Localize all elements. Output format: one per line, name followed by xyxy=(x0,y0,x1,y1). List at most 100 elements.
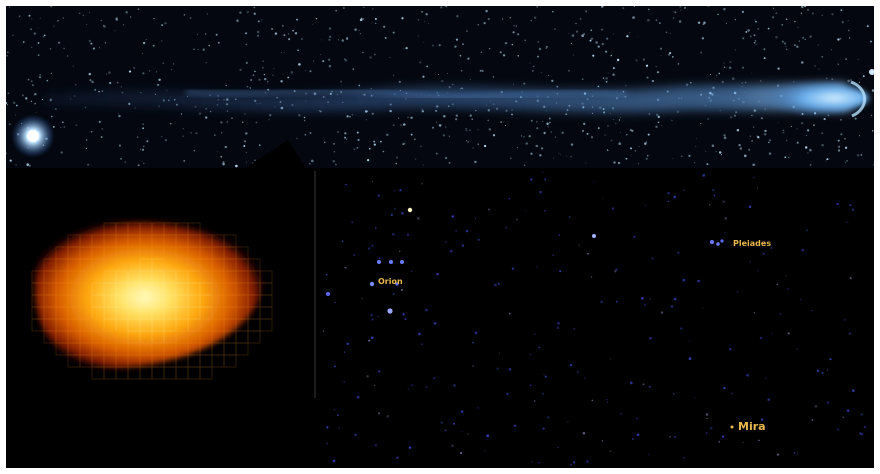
mosaic-cell xyxy=(55,318,69,332)
star-dot xyxy=(536,55,540,58)
star-dot xyxy=(615,268,618,271)
star-dot xyxy=(419,61,422,64)
star-dot xyxy=(846,160,848,162)
star-dot xyxy=(530,20,532,22)
star-dot xyxy=(426,65,429,68)
star-dot xyxy=(403,142,406,145)
star-dot xyxy=(591,399,594,402)
star-dot xyxy=(486,434,490,438)
star-dot xyxy=(398,250,401,253)
star-dot xyxy=(767,27,770,30)
star-dot xyxy=(673,297,677,301)
star-dot xyxy=(417,35,419,37)
star-dot xyxy=(309,132,312,134)
star-dot xyxy=(193,150,195,152)
star-dot xyxy=(103,25,105,27)
star-dot xyxy=(619,132,621,133)
star-dot xyxy=(731,392,733,394)
star-dot xyxy=(63,126,66,128)
star-dot xyxy=(551,79,554,83)
mosaic-cell xyxy=(199,270,213,284)
mosaic-cell xyxy=(247,318,261,332)
star-dot xyxy=(354,28,357,31)
star-dot xyxy=(567,421,569,423)
star-dot xyxy=(455,114,458,117)
star-dot xyxy=(27,78,30,81)
star-dot xyxy=(254,159,256,161)
star-dot xyxy=(263,73,266,76)
star-dot xyxy=(422,75,425,78)
star-dot xyxy=(31,18,33,20)
star-dot xyxy=(483,144,487,148)
star-dot xyxy=(433,322,437,325)
star-dot xyxy=(685,83,689,86)
star-dot xyxy=(569,363,573,367)
star-dot xyxy=(758,439,760,442)
star-dot xyxy=(334,301,336,304)
mosaic-cell xyxy=(187,246,201,260)
star-dot xyxy=(836,202,839,206)
star-dot xyxy=(208,44,210,47)
star-dot xyxy=(309,70,312,73)
star-dot xyxy=(100,135,103,139)
star-dot xyxy=(436,121,438,123)
star-dot xyxy=(303,116,306,119)
star-dot xyxy=(836,428,840,431)
star-dot xyxy=(369,56,372,59)
star-dot xyxy=(441,80,444,83)
mosaic-cell xyxy=(199,258,213,272)
star-dot xyxy=(338,39,339,41)
star-dot xyxy=(667,192,670,195)
mosaic-cell xyxy=(199,342,213,356)
star-dot xyxy=(811,12,814,15)
star-dot xyxy=(817,44,819,46)
star-dot xyxy=(443,114,446,118)
star-dot xyxy=(246,85,249,88)
star-dot xyxy=(590,136,594,139)
star-dot xyxy=(723,7,726,11)
star-dot xyxy=(6,104,9,106)
star-dot xyxy=(340,80,343,83)
mosaic-cell xyxy=(127,234,141,248)
mosaic-cell xyxy=(139,282,153,296)
star-dot xyxy=(545,47,547,49)
pleiades-label: Pleiades xyxy=(733,239,772,248)
star-dot xyxy=(647,155,649,157)
star-dot xyxy=(801,122,804,125)
star-dot xyxy=(142,123,144,125)
star-dot xyxy=(243,145,246,147)
star-dot xyxy=(280,80,283,83)
star-dot xyxy=(500,121,503,123)
star-dot xyxy=(215,33,218,36)
star-dot xyxy=(741,10,745,14)
star-dot xyxy=(359,33,361,35)
star-dot xyxy=(613,161,616,164)
star-dot xyxy=(296,18,298,21)
star-dot xyxy=(62,17,65,19)
star-dot xyxy=(359,18,363,22)
star-dot xyxy=(520,135,523,137)
star-dot xyxy=(728,347,732,351)
star-dot xyxy=(568,215,571,218)
star-dot xyxy=(459,451,463,455)
composite-image-canvas xyxy=(6,6,874,468)
star-dot xyxy=(421,108,423,110)
star-dot xyxy=(304,70,307,72)
star-dot xyxy=(837,149,841,152)
mosaic-cell xyxy=(199,234,213,248)
mosaic-cell xyxy=(115,294,129,308)
star-dot xyxy=(572,54,575,56)
star-dot xyxy=(725,22,727,25)
star-dot xyxy=(455,118,458,121)
mosaic-cell xyxy=(151,234,165,248)
star-dot xyxy=(512,83,514,85)
star-dot xyxy=(239,68,242,71)
star-dot xyxy=(554,28,556,30)
star-dot xyxy=(557,322,560,325)
composite-image: Orion Pleiades Mira xyxy=(6,6,874,468)
star-dot xyxy=(287,33,290,35)
mosaic-cell xyxy=(79,270,93,284)
star-dot xyxy=(471,118,474,121)
star-dot xyxy=(115,18,118,21)
star-dot xyxy=(401,211,404,215)
